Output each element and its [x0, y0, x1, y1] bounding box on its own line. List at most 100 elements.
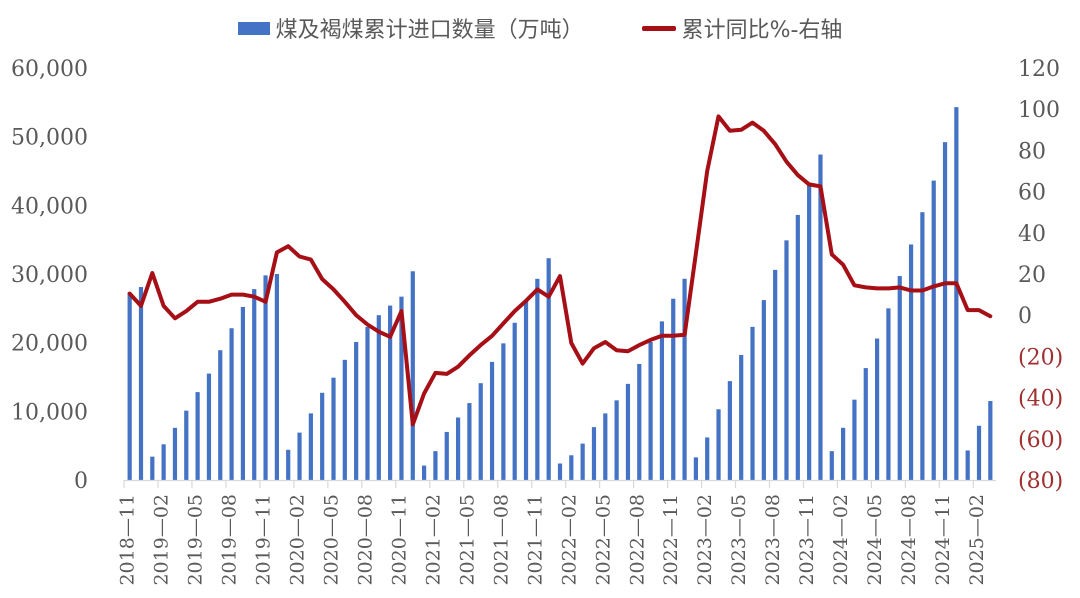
bar — [138, 287, 144, 480]
bar-series-imports — [127, 107, 993, 481]
bar — [693, 457, 698, 480]
right-axis-tick-label: (40) — [1018, 387, 1063, 412]
bar — [331, 377, 336, 480]
bar — [931, 180, 936, 480]
bar — [297, 432, 302, 480]
left-y-axis: 0 10,000 20,000 30,000 40,000 50,000 60,000 — [11, 57, 88, 494]
bar — [625, 383, 631, 480]
bar — [535, 278, 540, 480]
x-axis-tick-label: 2022—02 — [558, 494, 580, 586]
legend-label-imports: 煤及褐煤累计进口数量（万吨） — [275, 18, 584, 43]
bar — [286, 449, 291, 480]
right-axis-tick-label: 0 — [1018, 304, 1032, 329]
bar — [807, 182, 812, 480]
bar — [942, 142, 948, 480]
chart-legend: 煤及褐煤累计进口数量（万吨） 累计同比%-右轴 — [0, 12, 1080, 44]
bar — [422, 465, 427, 480]
bar — [739, 355, 744, 480]
bar — [886, 308, 891, 480]
bar — [206, 373, 212, 480]
x-axis-tick-label: 2022—11 — [660, 494, 682, 586]
bar — [320, 392, 325, 480]
x-axis-tick-label: 2025—02 — [966, 494, 988, 586]
bar — [863, 368, 868, 480]
x-axis-tick-label: 2020—08 — [354, 494, 376, 586]
left-axis-tick-label: 10,000 — [11, 400, 88, 425]
bar — [512, 322, 517, 480]
bar — [773, 269, 778, 480]
bar — [478, 383, 483, 480]
right-axis-tick-label: 20 — [1018, 263, 1046, 288]
bar-swatch-icon — [237, 21, 270, 35]
bar — [954, 107, 959, 480]
legend-label-yoy: 累计同比%-右轴 — [681, 18, 843, 43]
x-axis-tick-label: 2024—05 — [864, 494, 886, 586]
bar — [682, 278, 687, 480]
left-axis-tick-label: 40,000 — [11, 194, 88, 219]
x-axis-tick-label: 2019—05 — [185, 494, 207, 586]
yoy-line — [127, 114, 993, 427]
x-axis-tick-label: 2024—02 — [830, 494, 852, 586]
bar — [852, 399, 857, 480]
left-axis-tick-label: 0 — [74, 469, 88, 494]
bar — [161, 444, 166, 480]
bar — [908, 244, 914, 480]
left-axis-tick-label: 20,000 — [11, 332, 88, 357]
x-axis-tick-label: 2024—11 — [932, 494, 954, 586]
x-axis-tick-label: 2022—08 — [626, 494, 648, 586]
line-series-yoy — [127, 114, 993, 427]
bar — [410, 271, 415, 480]
bar — [184, 410, 189, 480]
left-axis-tick-label: 50,000 — [11, 126, 88, 151]
legend-item-yoy: 累计同比%-右轴 — [641, 12, 843, 44]
bar — [523, 301, 529, 480]
x-axis-tick-label: 2019—08 — [219, 494, 241, 586]
bar — [829, 451, 834, 480]
right-axis-tick-label: 120 — [1018, 57, 1060, 82]
x-axis-tick-label: 2023—08 — [762, 494, 784, 586]
legend-item-imports: 煤及褐煤累计进口数量（万吨） — [237, 12, 584, 44]
bar — [127, 292, 132, 480]
bar — [172, 427, 178, 480]
right-axis-tick-label: 80 — [1018, 139, 1046, 164]
bar — [501, 343, 506, 480]
right-axis-tick-label: (20) — [1018, 345, 1063, 370]
bar — [591, 427, 597, 480]
bar — [467, 403, 472, 480]
bar — [603, 413, 608, 480]
bar — [716, 409, 721, 480]
bar — [150, 456, 155, 480]
x-axis-tick-label: 2021—05 — [456, 494, 478, 586]
x-axis-tick-label: 2023—11 — [796, 494, 818, 586]
bar — [761, 300, 766, 480]
x-axis-tick-label: 2020—11 — [388, 494, 410, 586]
bar — [784, 240, 789, 480]
bar — [365, 326, 370, 480]
bar — [376, 315, 381, 480]
bar — [920, 212, 925, 480]
bar — [750, 326, 755, 480]
bar — [637, 363, 642, 480]
bar — [433, 451, 438, 480]
bar — [659, 321, 665, 480]
right-axis-tick-label: 40 — [1018, 222, 1046, 247]
bar — [388, 305, 393, 480]
bar — [308, 413, 313, 480]
bar — [976, 425, 982, 480]
x-axis-tick-label: 2024—08 — [898, 494, 920, 586]
bar — [354, 341, 359, 480]
bar — [342, 359, 347, 480]
bar — [988, 401, 993, 480]
x-axis-tick-label: 2019—11 — [253, 494, 275, 586]
bar — [444, 431, 449, 480]
x-axis-tick-label: 2023—02 — [694, 494, 716, 586]
left-axis-tick-label: 60,000 — [11, 57, 88, 82]
bar — [195, 392, 200, 480]
bar — [874, 338, 880, 480]
bar — [489, 361, 495, 480]
x-axis-tick-label: 2021—02 — [422, 494, 444, 586]
bar — [671, 298, 676, 480]
x-axis-tick-label: 2022—05 — [592, 494, 614, 586]
bar — [705, 437, 710, 480]
